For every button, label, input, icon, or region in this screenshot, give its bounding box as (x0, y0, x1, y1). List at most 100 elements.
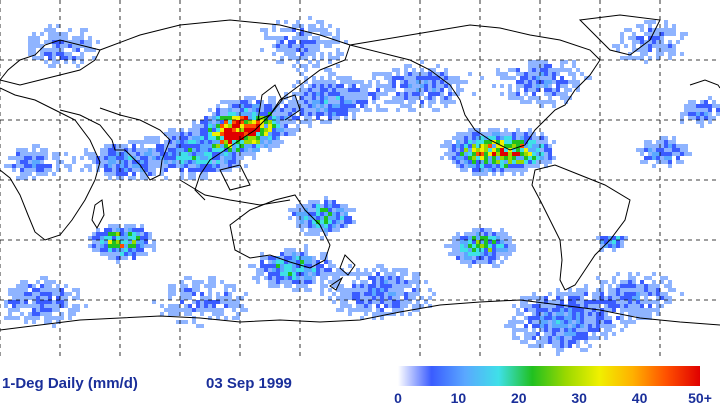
rain-cell (180, 320, 184, 324)
rain-cell (100, 152, 104, 156)
rain-cell (348, 108, 352, 112)
rain-cell (456, 240, 460, 244)
rain-cell (452, 236, 456, 240)
rain-cell (228, 160, 232, 164)
rain-cell (572, 336, 576, 340)
rain-cell (144, 176, 148, 180)
rain-cell (544, 336, 548, 340)
rain-cell (332, 108, 336, 112)
rain-cell (376, 108, 380, 112)
rain-cell (680, 116, 684, 120)
rain-cell (548, 332, 552, 336)
rain-cell (100, 236, 104, 240)
rain-cell (464, 240, 468, 244)
rain-cell (516, 336, 520, 340)
rain-cell (636, 48, 640, 52)
rain-cell (464, 248, 468, 252)
rain-cell (492, 168, 496, 172)
rain-cell (620, 236, 624, 240)
rain-cell (332, 92, 336, 96)
rain-cell (188, 308, 192, 312)
rain-cell (412, 72, 416, 76)
rain-cell (408, 92, 412, 96)
rain-cell (348, 220, 352, 224)
rain-cell (368, 296, 372, 300)
rain-cell (660, 40, 664, 44)
rain-cell (348, 308, 352, 312)
rain-cell (220, 312, 224, 316)
rain-cell (440, 84, 444, 88)
rain-cell (212, 148, 216, 152)
rain-cell (324, 120, 328, 124)
rain-cell (544, 80, 548, 84)
rain-cell (64, 296, 68, 300)
rain-cell (676, 156, 680, 160)
rain-cell (348, 104, 352, 108)
rain-cell (616, 244, 620, 248)
rain-cell (120, 236, 124, 240)
rain-cell (348, 216, 352, 220)
rain-cell (304, 248, 308, 252)
rain-cell (372, 312, 376, 316)
rain-cell (544, 100, 548, 104)
rain-cell (552, 308, 556, 312)
rain-cell (496, 232, 500, 236)
rain-cell (552, 324, 556, 328)
rain-cell (500, 248, 504, 252)
rain-cell (496, 264, 500, 268)
rain-cell (204, 304, 208, 308)
rain-cell (640, 48, 644, 52)
rain-cell (208, 276, 212, 280)
rain-cell (336, 108, 340, 112)
rain-cell (340, 288, 344, 292)
rain-cell (116, 164, 120, 168)
rain-cell (304, 64, 308, 68)
rain-cell (424, 300, 428, 304)
rain-cell (412, 100, 416, 104)
rain-cell (508, 92, 512, 96)
rain-cell (400, 104, 404, 108)
rain-cell (640, 40, 644, 44)
rain-cell (384, 108, 388, 112)
rain-cell (296, 280, 300, 284)
rain-cell (620, 40, 624, 44)
rain-cell (332, 40, 336, 44)
rain-cell (24, 156, 28, 160)
rain-cell (360, 80, 364, 84)
rain-cell (348, 292, 352, 296)
rain-cell (392, 68, 396, 72)
rain-cell (300, 252, 304, 256)
rain-cell (260, 272, 264, 276)
rain-cell (528, 84, 532, 88)
rain-cell (532, 72, 536, 76)
rain-cell (344, 104, 348, 108)
rain-cell (552, 140, 556, 144)
rain-cell (552, 156, 556, 160)
rain-cell (652, 280, 656, 284)
rain-cell (140, 172, 144, 176)
rain-cell (176, 308, 180, 312)
rain-cell (232, 112, 236, 116)
rain-cell (112, 160, 116, 164)
rain-cell (468, 248, 472, 252)
rain-cell (444, 140, 448, 144)
rain-cell (112, 244, 116, 248)
rain-cell (324, 268, 328, 272)
rain-cell (396, 300, 400, 304)
rain-cell (100, 252, 104, 256)
rain-cell (264, 108, 268, 112)
rain-cell (460, 164, 464, 168)
rain-cell (16, 300, 20, 304)
rain-cell (188, 136, 192, 140)
rain-cell (320, 96, 324, 100)
rain-cell (372, 276, 376, 280)
rain-cell (540, 100, 544, 104)
rain-cell (32, 148, 36, 152)
rain-cell (660, 280, 664, 284)
rain-cell (60, 300, 64, 304)
rain-cell (328, 228, 332, 232)
rain-cell (612, 296, 616, 300)
rain-cell (296, 80, 300, 84)
rain-cell (120, 156, 124, 160)
rain-cell (524, 100, 528, 104)
